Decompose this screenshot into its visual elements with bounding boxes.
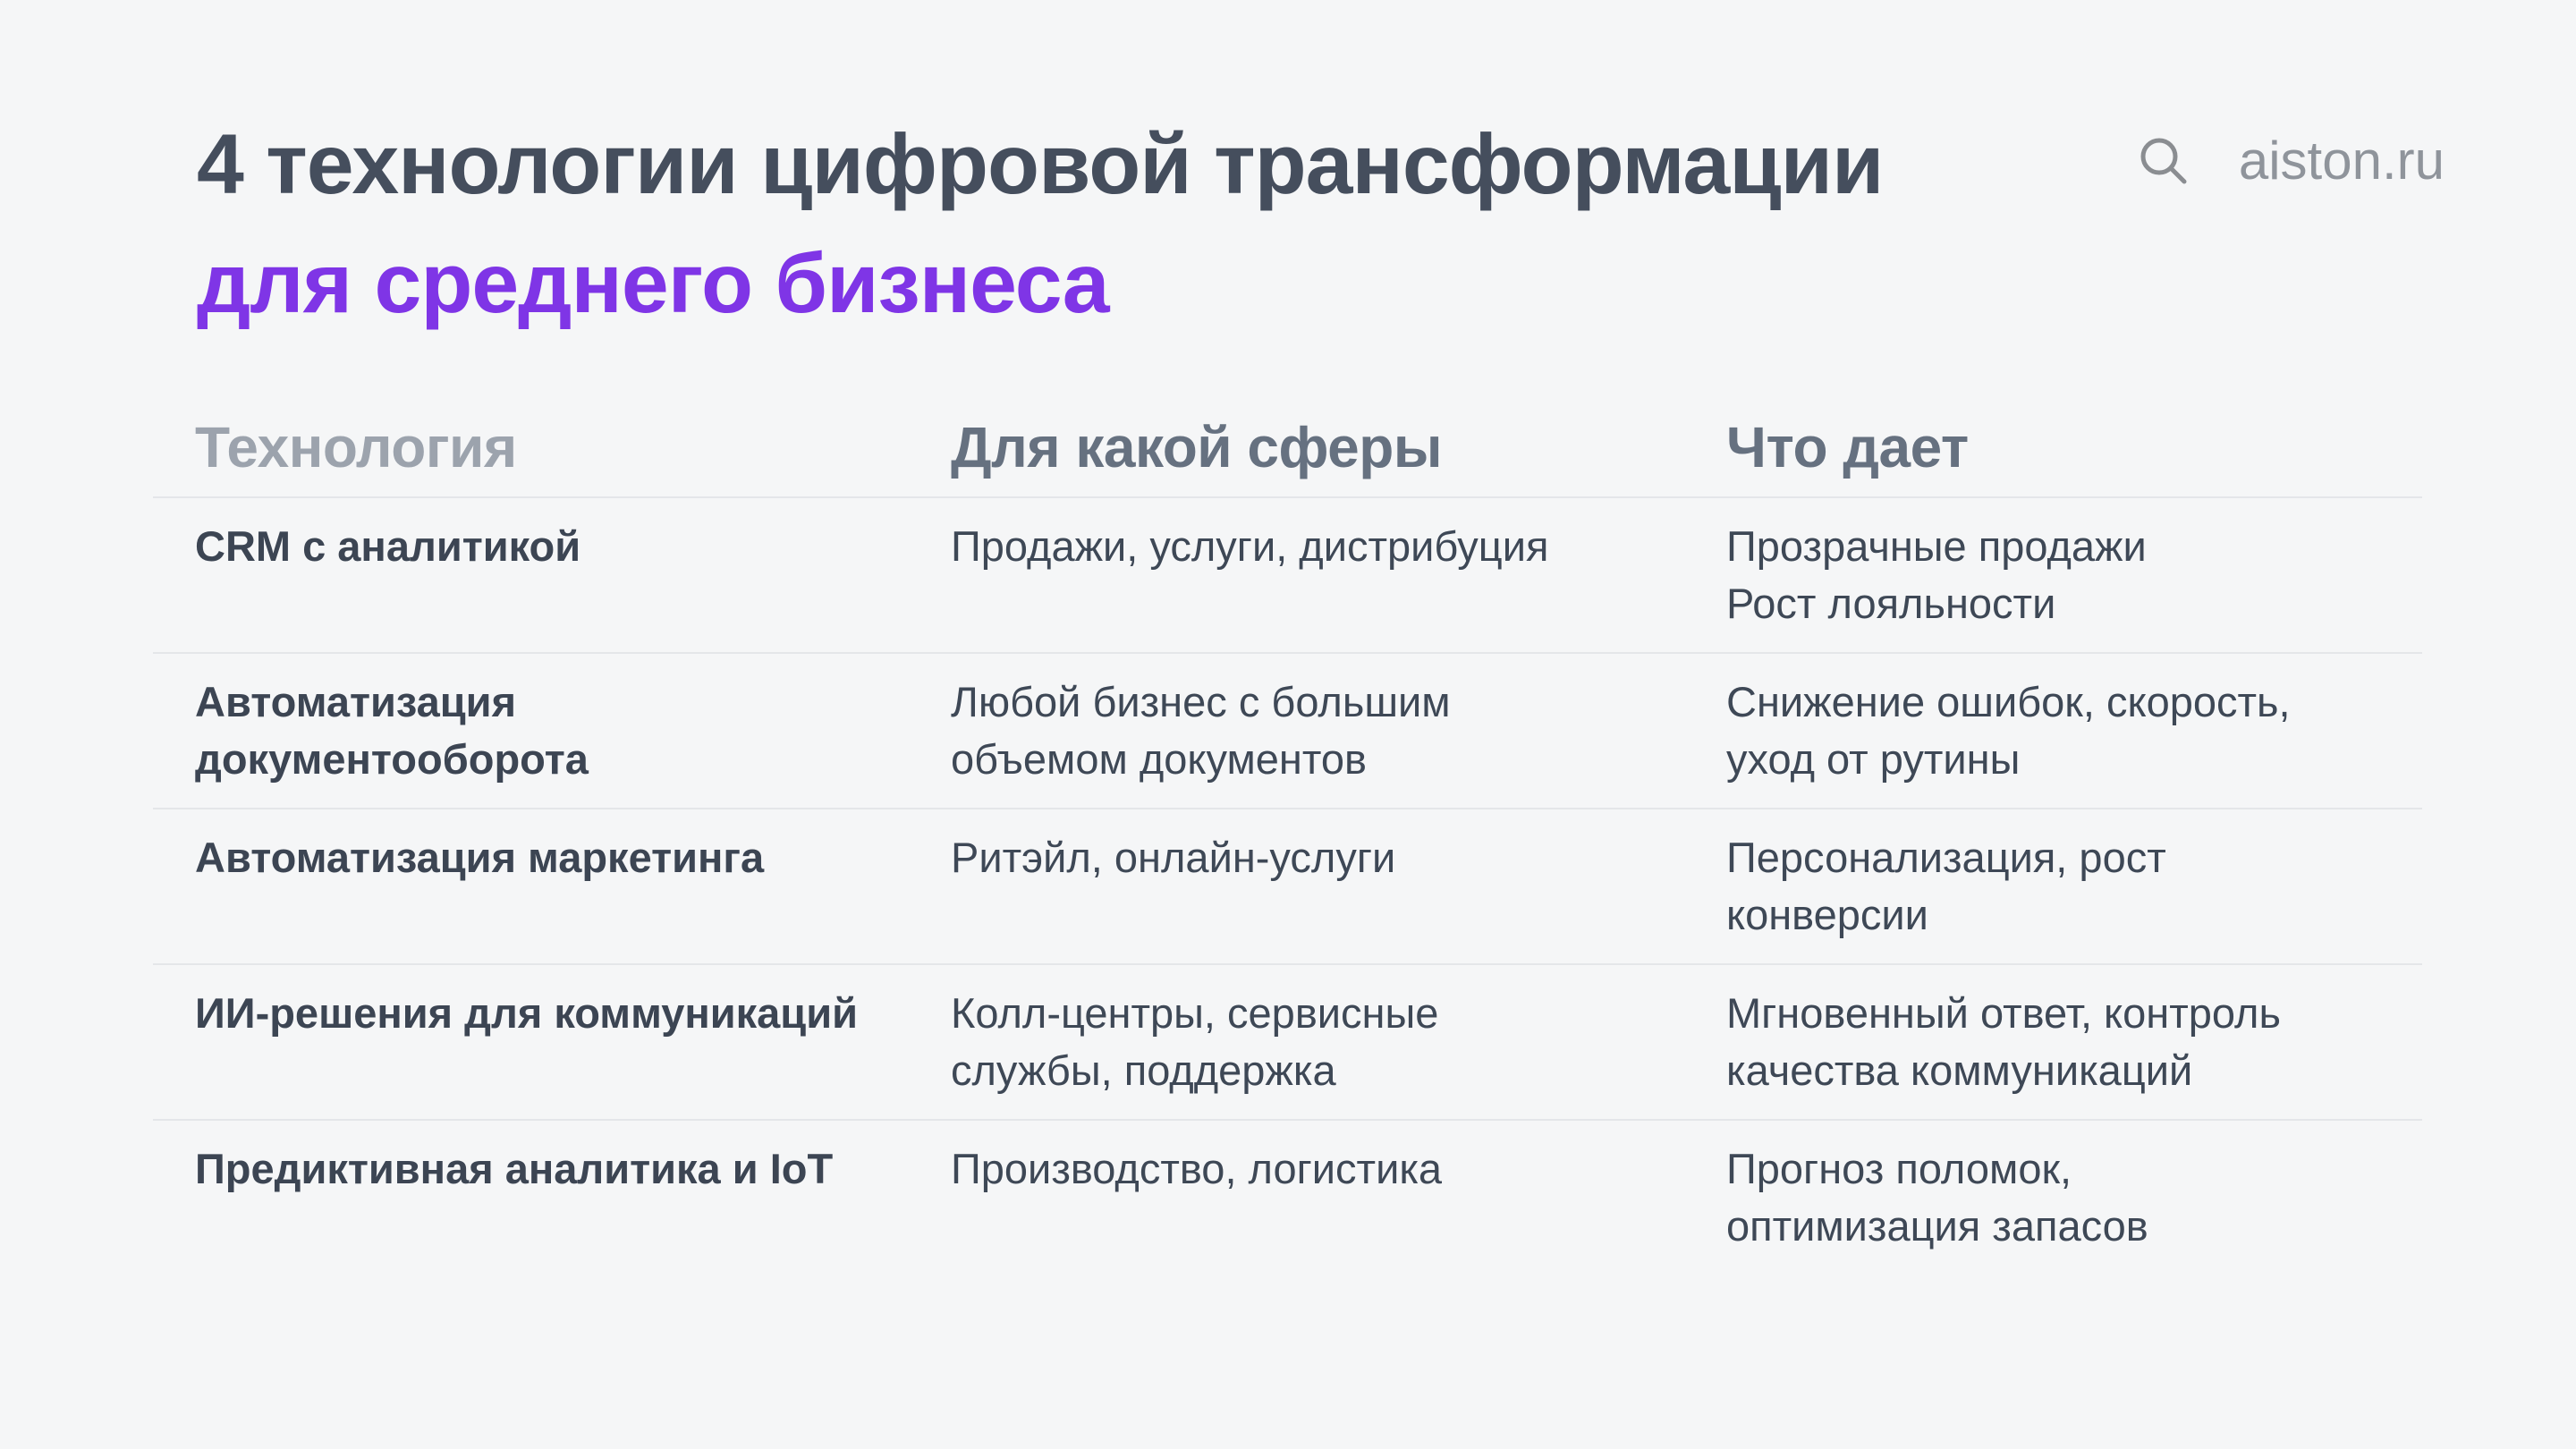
- column-header-technology: Технология: [195, 415, 517, 479]
- cell-sphere: Ритэйл, онлайн-услуги: [951, 834, 1396, 881]
- cell-sphere: Любой бизнес с большим объемом документо…: [951, 678, 1451, 783]
- table-row: CRM с аналитикой Продажи, услуги, дистри…: [153, 498, 2422, 654]
- cell-technology: CRM с аналитикой: [195, 522, 581, 570]
- cell-sphere: Производство, логистика: [951, 1145, 1443, 1192]
- technology-table: Технология Для какой сферы Что дает CRM …: [153, 411, 2422, 1275]
- column-header-sphere: Для какой сферы: [951, 415, 1443, 479]
- cell-benefit: Прозрачные продажи Рост лояльности: [1726, 522, 2147, 627]
- cell-technology: Автоматизация документооборота: [195, 678, 589, 783]
- table-row: Предиктивная аналитика и IoT Производств…: [153, 1121, 2422, 1275]
- brand-label: aiston.ru: [2238, 131, 2445, 191]
- table-row: Автоматизация документооборота Любой биз…: [153, 654, 2422, 809]
- cell-sphere: Продажи, услуги, дистрибуция: [951, 522, 1549, 570]
- cell-sphere: Колл-центры, сервисные службы, поддержка: [951, 989, 1439, 1094]
- table-header-row: Технология Для какой сферы Что дает: [153, 411, 2422, 498]
- column-header-benefit: Что дает: [1726, 415, 1969, 479]
- cell-technology: Предиктивная аналитика и IoT: [195, 1145, 834, 1192]
- title-line-2: для среднего бизнеса: [197, 236, 1110, 331]
- cell-benefit: Персонализация, рост конверсии: [1726, 834, 2166, 938]
- title-line-1: 4 технологии цифровой трансформации: [197, 117, 1884, 212]
- cell-benefit: Прогноз поломок, оптимизация запасов: [1726, 1145, 2148, 1250]
- cell-benefit: Мгновенный ответ, контроль качества комм…: [1726, 989, 2281, 1094]
- brand: aiston.ru: [2135, 132, 2445, 190]
- table-row: ИИ-решения для коммуникаций Колл-центры,…: [153, 965, 2422, 1121]
- cell-technology: Автоматизация маркетинга: [195, 834, 765, 881]
- search-icon: [2140, 138, 2187, 184]
- cell-technology: ИИ-решения для коммуникаций: [195, 989, 858, 1037]
- cell-benefit: Снижение ошибок, скорость, уход от рутин…: [1726, 678, 2291, 783]
- table-row: Автоматизация маркетинга Ритэйл, онлайн-…: [153, 809, 2422, 965]
- page-title: 4 технологии цифровой трансформации для …: [197, 106, 2576, 343]
